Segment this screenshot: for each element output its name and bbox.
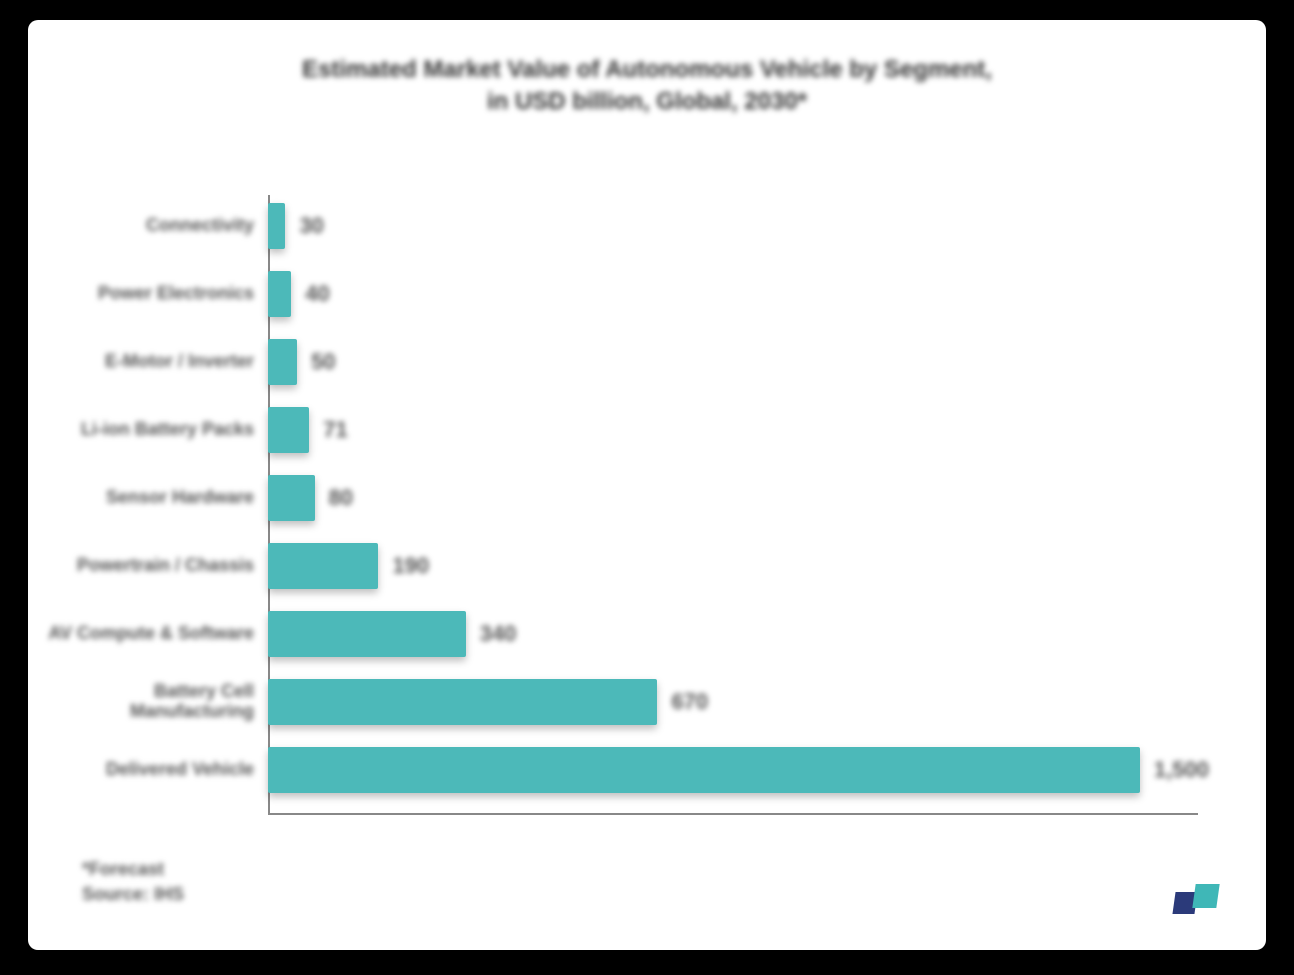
- category-label: Power Electronics: [34, 284, 268, 304]
- bar-row: Li-ion Battery Packs71: [268, 407, 348, 453]
- category-label: Li-ion Battery Packs: [34, 420, 268, 440]
- bar-row: Power Electronics40: [268, 271, 330, 317]
- value-label: 50: [311, 349, 335, 375]
- bar-row: Battery Cell Manufacturing670: [268, 679, 708, 725]
- category-label: Delivered Vehicle: [34, 760, 268, 780]
- bar: [268, 407, 309, 453]
- value-label: 80: [329, 485, 353, 511]
- title-line-2: in USD billion, Global, 2030*: [487, 88, 807, 115]
- footnote-line-1: *Forecast: [82, 859, 164, 879]
- brand-logo: [1174, 884, 1232, 924]
- value-label: 30: [299, 213, 323, 239]
- bar: [268, 271, 291, 317]
- bar: [268, 611, 466, 657]
- value-label: 1,500: [1154, 757, 1209, 783]
- value-label: 340: [480, 621, 517, 647]
- category-label: Connectivity: [34, 216, 268, 236]
- logo-shape: [1192, 884, 1219, 908]
- value-label: 71: [323, 417, 347, 443]
- bar-row: Powertrain / Chassis190: [268, 543, 429, 589]
- category-label: AV Compute & Software: [34, 624, 268, 644]
- bar-row: E-Motor / Inverter50: [268, 339, 336, 385]
- value-label: 190: [392, 553, 429, 579]
- category-label: E-Motor / Inverter: [34, 352, 268, 372]
- bar-row: Sensor Hardware80: [268, 475, 353, 521]
- chart-footnote: *Forecast Source: IHS: [82, 857, 184, 906]
- bar: [268, 203, 285, 249]
- value-label: 670: [671, 689, 708, 715]
- bar-row: Connectivity30: [268, 203, 324, 249]
- bar: [268, 339, 297, 385]
- bar: [268, 543, 378, 589]
- bar-row: Delivered Vehicle1,500: [268, 747, 1209, 793]
- x-axis: [268, 813, 1198, 815]
- chart-card: Estimated Market Value of Autonomous Veh…: [28, 20, 1266, 950]
- bar: [268, 475, 315, 521]
- plot-area: Connectivity30 Power Electronics40 E-Motor…: [268, 195, 1198, 815]
- title-line-1: Estimated Market Value of Autonomous Veh…: [302, 56, 992, 83]
- bar: [268, 747, 1140, 793]
- category-label: Sensor Hardware: [34, 488, 268, 508]
- category-label: Battery Cell Manufacturing: [34, 682, 268, 722]
- chart-title: Estimated Market Value of Autonomous Veh…: [28, 54, 1266, 119]
- category-label: Powertrain / Chassis: [34, 556, 268, 576]
- bar: [268, 679, 657, 725]
- footnote-line-2: Source: IHS: [82, 884, 184, 904]
- value-label: 40: [305, 281, 329, 307]
- bar-row: AV Compute & Software340: [268, 611, 516, 657]
